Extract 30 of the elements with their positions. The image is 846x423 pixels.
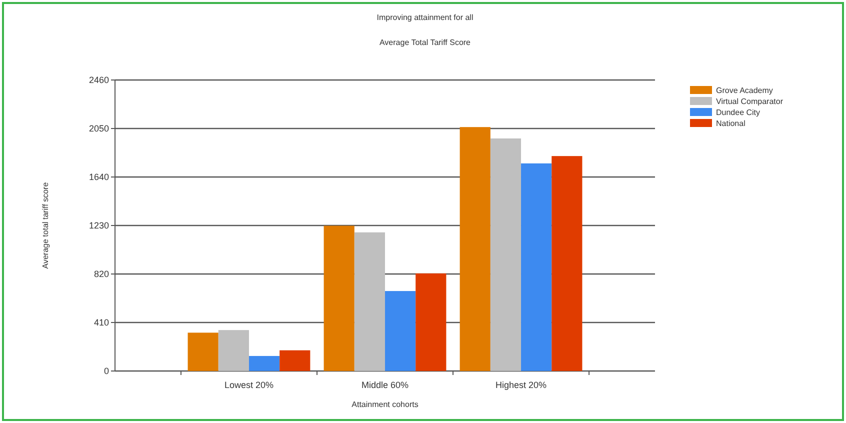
bar [280,350,310,371]
bar [385,291,416,371]
x-tick-label: Middle 60% [361,380,409,390]
x-axis-title: Attainment cohorts [352,400,418,409]
bar [248,356,280,371]
legend-label: Virtual Comparator [716,96,784,106]
bar [416,273,446,371]
y-tick-label: 2460 [88,75,109,86]
x-tick-label: Highest 20% [496,380,547,390]
bar [218,330,249,371]
y-tick-label: 820 [94,269,109,280]
y-tick-label: 1640 [88,172,109,182]
chart-subtitle: Average Total Tariff Score [379,38,472,47]
bar [324,226,354,371]
chart-title: Improving attainment for all [376,13,474,22]
bar [521,163,552,371]
y-axis-title: Average total tariff score [41,182,50,269]
y-tick-label: 0 [104,366,109,376]
y-tick-label: 1230 [88,220,109,231]
y-tick-label: 2050 [88,124,109,134]
y-tick-label: 410 [94,318,109,328]
bar [552,156,582,371]
bar [490,138,522,371]
bar [354,232,385,371]
bar [460,127,490,371]
legend-label: National [716,118,746,128]
legend-label: Grove Academy [716,86,773,95]
legend-label: Dundee City [716,108,760,117]
x-tick-label: Lowest 20% [224,380,274,390]
bar [188,332,218,371]
